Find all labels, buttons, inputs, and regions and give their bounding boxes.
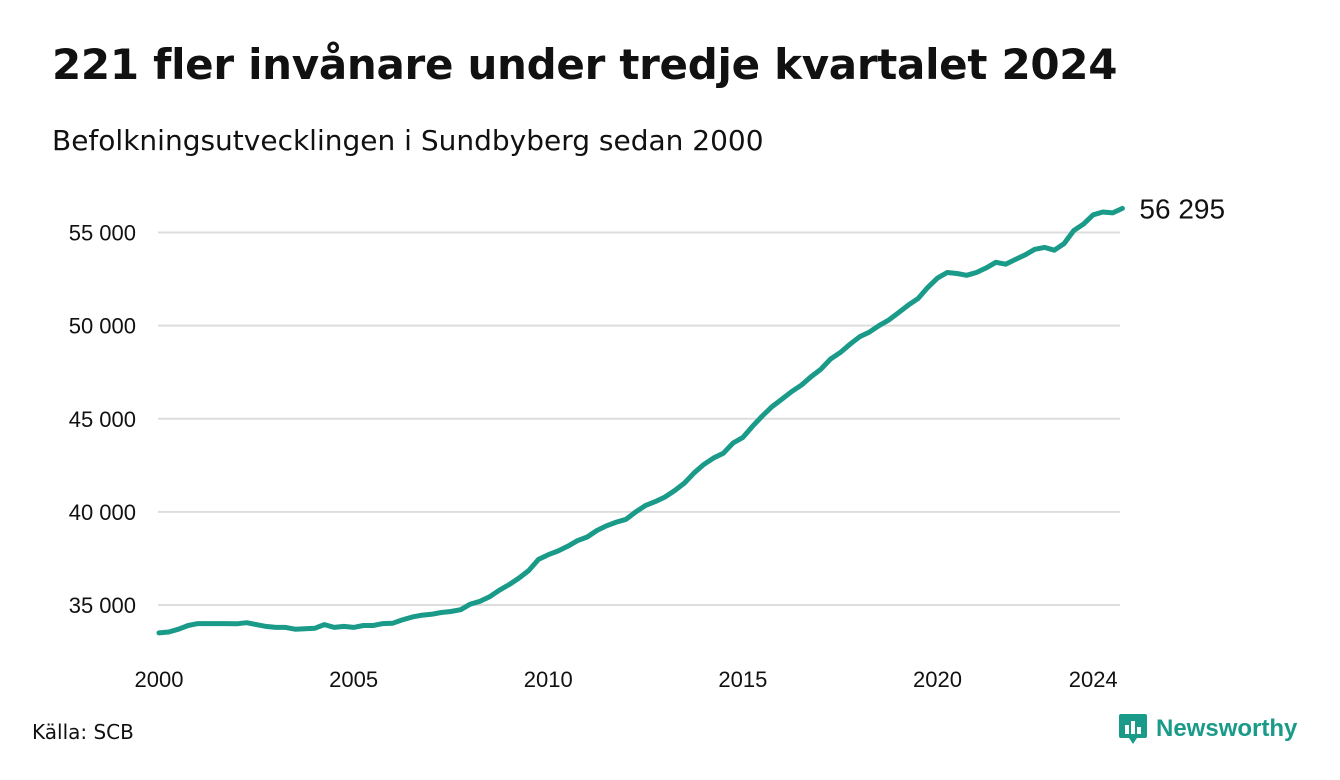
chart-subtitle: Befolkningsutvecklingen i Sundbyberg sed…: [52, 124, 764, 157]
series-line: [156, 205, 1125, 636]
grid-lines: [158, 231, 1120, 606]
end-label-layer: 56 295: [1139, 193, 1225, 224]
x-tick-label: 2000: [135, 667, 184, 692]
y-tick-label: 40 000: [69, 500, 136, 525]
y-tick-label: 35 000: [69, 593, 136, 618]
y-tick-label: 55 000: [69, 221, 136, 246]
y-axis-tick-labels: 35 000 40 000 45 000 50 000 55 000: [69, 221, 136, 619]
y-tick-label: 50 000: [69, 314, 136, 339]
x-tick-label: 2005: [329, 667, 378, 692]
brand-name: Newsworthy: [1156, 715, 1298, 742]
source-note: Källa: SCB: [32, 720, 134, 744]
bar-chart-icon: [1119, 714, 1147, 744]
brand-logo: Newsworthy: [1118, 712, 1297, 746]
x-tick-label: 2015: [718, 667, 767, 692]
series-layer: [156, 205, 1125, 636]
x-tick-label: 2024: [1069, 667, 1118, 692]
x-tick-label: 2010: [524, 667, 573, 692]
end-value-label: 56 295: [1139, 193, 1225, 224]
chart-title: 221 fler invånare under tredje kvartalet…: [52, 40, 1118, 89]
y-tick-label: 45 000: [69, 407, 136, 432]
x-axis-tick-labels: 2000 2005 2010 2015 2020 2024: [135, 667, 1118, 692]
x-tick-label: 2020: [913, 667, 962, 692]
